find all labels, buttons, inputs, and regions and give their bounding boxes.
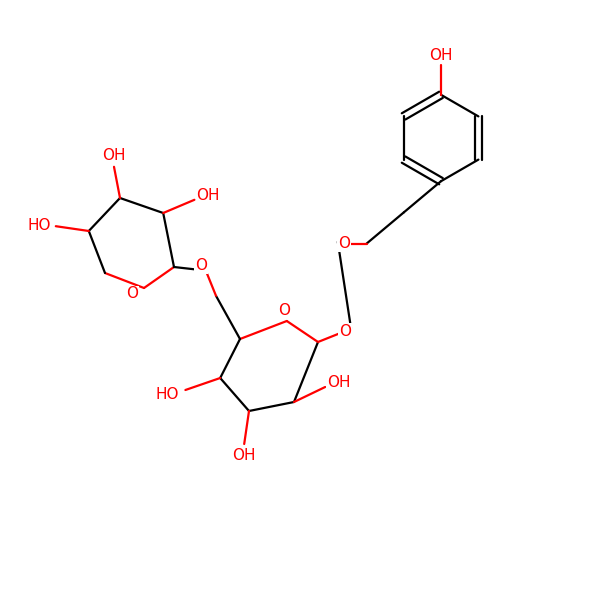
Text: O: O	[195, 258, 207, 273]
Text: HO: HO	[27, 217, 51, 232]
Text: OH: OH	[102, 148, 126, 163]
Text: OH: OH	[196, 187, 220, 202]
Text: OH: OH	[327, 374, 351, 390]
Text: HO: HO	[155, 387, 179, 402]
Text: O: O	[126, 286, 138, 301]
Text: O: O	[338, 236, 350, 251]
Text: OH: OH	[232, 449, 256, 463]
Text: O: O	[339, 323, 351, 338]
Text: O: O	[278, 302, 290, 318]
Text: OH: OH	[429, 48, 453, 63]
